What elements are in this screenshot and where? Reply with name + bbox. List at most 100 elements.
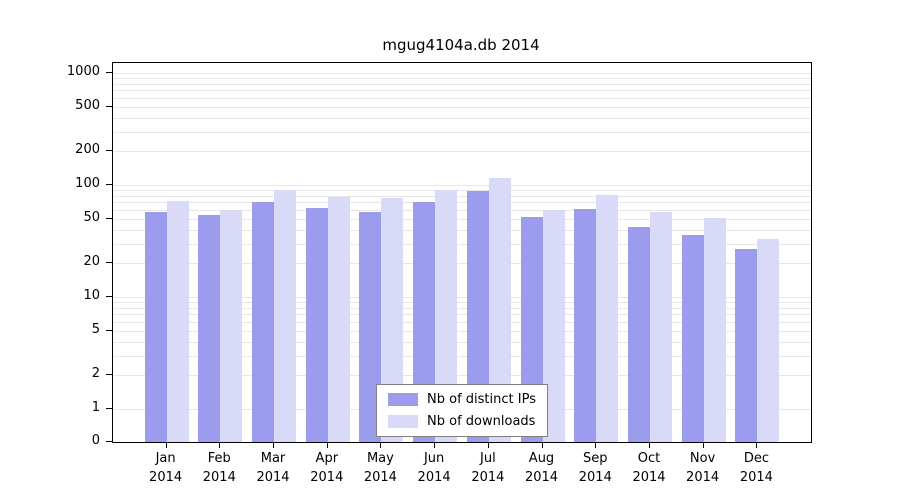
gridline bbox=[113, 97, 811, 99]
gridline bbox=[113, 218, 811, 220]
bar-downloads bbox=[327, 197, 350, 442]
x-tick bbox=[165, 443, 167, 448]
bar-downloads bbox=[435, 190, 458, 442]
legend-label-downloads: Nb of downloads bbox=[427, 414, 536, 429]
y-tick bbox=[106, 150, 112, 152]
x-tick-label: Apr 2014 bbox=[310, 451, 344, 485]
x-tick bbox=[487, 443, 489, 448]
bar-downloads bbox=[703, 217, 726, 442]
x-tick bbox=[273, 443, 274, 448]
y-tick-label: 100 bbox=[75, 176, 100, 191]
y-tick bbox=[106, 105, 112, 107]
bar-downloads bbox=[596, 194, 619, 442]
gridline bbox=[113, 190, 811, 192]
bar-downloads bbox=[274, 190, 296, 442]
legend-label-distinct-ips: Nb of distinct IPs bbox=[427, 392, 536, 407]
x-tick bbox=[649, 443, 650, 448]
x-tick-label: Aug 2014 bbox=[524, 451, 559, 485]
distinct-ips-swatch-icon bbox=[388, 393, 419, 406]
gridline bbox=[113, 307, 811, 309]
bar-distinct-ips bbox=[305, 208, 328, 442]
x-tick-label: Dec 2014 bbox=[739, 451, 773, 485]
bar-distinct-ips bbox=[466, 191, 489, 442]
gridline bbox=[113, 355, 811, 357]
gridline bbox=[113, 263, 811, 265]
gridline bbox=[113, 314, 811, 316]
x-tick-label: Oct 2014 bbox=[632, 451, 666, 485]
x-tick-label: Jun 2014 bbox=[417, 451, 451, 485]
gridline bbox=[113, 202, 811, 204]
bar-downloads bbox=[220, 209, 243, 442]
x-tick-label: Feb 2014 bbox=[202, 451, 236, 485]
y-tick bbox=[106, 441, 112, 442]
downloads-swatch-icon bbox=[388, 415, 419, 428]
bar-distinct-ips bbox=[144, 211, 167, 442]
y-tick bbox=[106, 408, 112, 409]
legend: Nb of distinct IPs Nb of downloads bbox=[376, 384, 548, 437]
chart-title: mgug4104a.db 2014 bbox=[382, 36, 540, 54]
bar-downloads bbox=[542, 209, 565, 442]
y-tick-label: 1 bbox=[91, 400, 100, 415]
x-tick bbox=[541, 443, 543, 448]
gridline bbox=[113, 185, 811, 186]
gridline bbox=[113, 297, 811, 298]
legend-item-downloads: Nb of downloads bbox=[388, 414, 536, 429]
x-tick-label: May 2014 bbox=[363, 451, 397, 485]
bar-distinct-ips bbox=[628, 227, 650, 442]
gridline bbox=[113, 209, 811, 211]
y-tick-label: 0 bbox=[91, 433, 100, 448]
bar-distinct-ips bbox=[681, 234, 704, 442]
bar-distinct-ips bbox=[735, 248, 758, 442]
y-tick-label: 2 bbox=[91, 366, 100, 382]
y-tick bbox=[106, 296, 112, 297]
y-tick-label: 20 bbox=[83, 254, 100, 270]
gridline bbox=[113, 341, 811, 343]
y-tick-label: 5 bbox=[91, 321, 100, 337]
y-tick-label: 50 bbox=[83, 209, 100, 225]
x-tick-label: Jul 2014 bbox=[471, 451, 505, 485]
gridline bbox=[113, 151, 811, 153]
x-tick-label: Nov 2014 bbox=[686, 451, 720, 485]
bar-distinct-ips bbox=[413, 202, 436, 442]
gridline bbox=[113, 131, 811, 133]
y-tick bbox=[106, 217, 112, 219]
x-tick bbox=[219, 443, 221, 448]
x-tick bbox=[326, 443, 328, 448]
y-tick-label: 1000 bbox=[66, 64, 100, 79]
y-tick bbox=[106, 262, 112, 264]
plot-area: Nb of distinct IPs Nb of downloads bbox=[112, 62, 812, 443]
gridline bbox=[113, 229, 811, 231]
bar-downloads bbox=[488, 178, 511, 442]
bar-downloads bbox=[650, 211, 672, 442]
y-tick bbox=[106, 374, 112, 376]
gridline bbox=[113, 83, 811, 85]
y-tick-label: 200 bbox=[75, 142, 100, 158]
x-tick-label: Jan 2014 bbox=[149, 451, 183, 485]
x-tick bbox=[702, 443, 704, 448]
x-tick bbox=[756, 443, 758, 448]
bar-distinct-ips bbox=[359, 212, 382, 442]
y-tick bbox=[106, 329, 112, 331]
y-tick bbox=[106, 72, 112, 73]
gridline bbox=[113, 78, 811, 80]
x-tick-label: Sep 2014 bbox=[578, 451, 612, 485]
gridline bbox=[113, 302, 811, 304]
bar-distinct-ips bbox=[252, 202, 274, 442]
x-tick bbox=[595, 443, 597, 448]
gridline bbox=[113, 73, 811, 74]
gridline bbox=[113, 195, 811, 197]
bar-downloads bbox=[381, 198, 404, 442]
bar-distinct-ips bbox=[198, 215, 221, 442]
gridline bbox=[113, 106, 811, 108]
y-tick bbox=[106, 184, 112, 185]
gridline bbox=[113, 117, 811, 119]
gridline bbox=[113, 243, 811, 245]
bar-downloads bbox=[166, 201, 189, 442]
gridline bbox=[113, 321, 811, 323]
gridline bbox=[113, 375, 811, 377]
bar-downloads bbox=[757, 238, 780, 442]
y-tick-label: 10 bbox=[83, 288, 100, 303]
x-tick-label: Mar 2014 bbox=[256, 451, 290, 485]
gridline bbox=[113, 90, 811, 92]
